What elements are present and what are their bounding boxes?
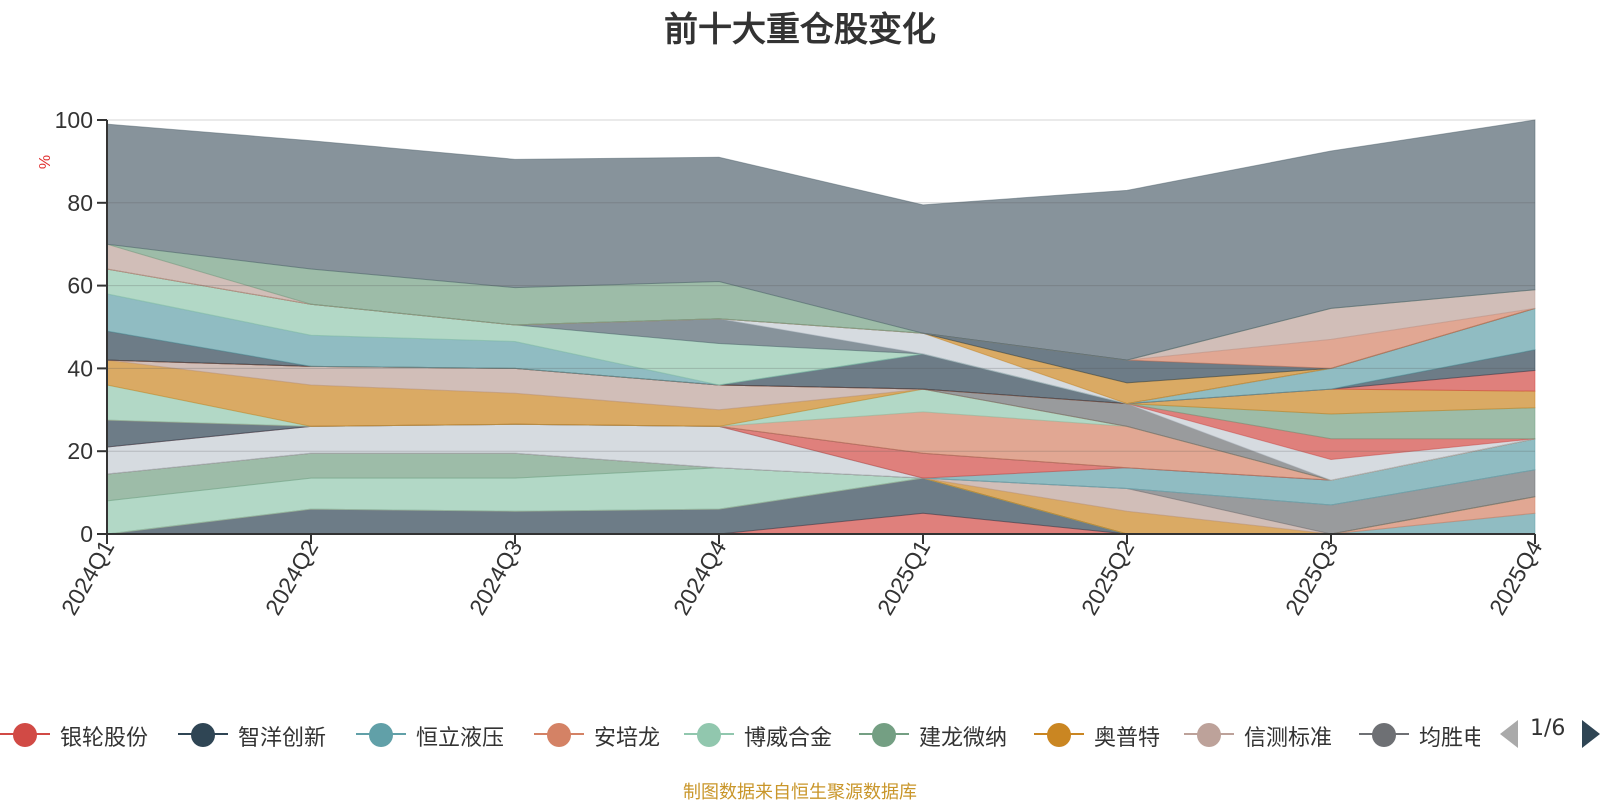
y-tick-label: 20 [67, 438, 93, 464]
stacked-area-chart: 0 20 40 60 80 100 2024Q1 2024Q2 2024Q3 2024Q4 2025… [37, 107, 1548, 620]
area-series-35 [106, 119, 1536, 361]
legend-dot-icon [13, 723, 37, 747]
legend-label: 奥普特 [1094, 726, 1161, 751]
legend-item[interactable]: 信测标准 [1184, 712, 1359, 756]
legend-label: 银轮股份 [60, 726, 149, 751]
x-tick-label: 2025Q3 [1280, 536, 1343, 620]
y-axis-label: % [37, 155, 54, 169]
legend-item[interactable]: 均胜电子 [1359, 712, 1480, 756]
legend-dot-icon [1047, 723, 1071, 747]
legend-dot-icon [1372, 723, 1396, 747]
area-layers [106, 119, 1536, 535]
legend-label: 恒立液压 [416, 726, 505, 751]
legend-item[interactable]: 建龙微纳 [859, 712, 1034, 756]
legend-item[interactable]: 银轮股份 [0, 712, 178, 756]
legend-label: 博威合金 [744, 726, 833, 751]
legend-dot-icon [697, 723, 721, 747]
x-tick-label: 2024Q1 [56, 536, 119, 620]
x-tick-label: 2025Q2 [1076, 536, 1139, 620]
y-tick-label: 0 [80, 521, 93, 547]
source-note: 制图数据来自恒生聚源数据库 [683, 782, 917, 803]
legend: 银轮股份 智洋创新 恒立液压 安培龙 博威合金 建龙微纳 奥普特 信测标准 均胜电子 [0, 712, 1480, 756]
legend-dot-icon [872, 723, 896, 747]
y-tick-label: 100 [55, 107, 93, 133]
y-tick-label: 80 [67, 190, 93, 216]
legend-label: 建龙微纳 [919, 726, 1008, 751]
y-tick-label: 60 [67, 273, 93, 299]
chart-title: 前十大重仓股变化 [664, 10, 936, 50]
legend-label: 信测标准 [1244, 726, 1333, 751]
legend-next-arrow-icon[interactable] [1582, 720, 1600, 748]
legend-page-indicator: 1/6 [1530, 716, 1566, 741]
legend-item[interactable]: 博威合金 [684, 712, 859, 756]
legend-label: 均胜电子 [1419, 726, 1480, 751]
x-tick-label: 2025Q4 [1484, 535, 1548, 619]
legend-prev-arrow-icon[interactable] [1500, 720, 1518, 748]
y-tick-label: 40 [67, 355, 93, 381]
x-tick-label: 2024Q4 [668, 535, 732, 619]
legend-dot-icon [191, 723, 215, 747]
legend-dot-icon [1197, 723, 1221, 747]
legend-item[interactable]: 恒立液压 [356, 712, 534, 756]
legend-item[interactable]: 奥普特 [1034, 712, 1184, 756]
legend-label: 安培龙 [594, 726, 661, 751]
x-tick-label: 2024Q3 [464, 536, 527, 620]
legend-dot-icon [547, 723, 571, 747]
legend-item[interactable]: 智洋创新 [178, 712, 356, 756]
legend-dot-icon [369, 723, 393, 747]
x-tick-label: 2025Q1 [872, 536, 935, 620]
legend-item[interactable]: 安培龙 [534, 712, 684, 756]
legend-label: 智洋创新 [238, 726, 327, 751]
x-tick-label: 2024Q2 [260, 536, 323, 620]
